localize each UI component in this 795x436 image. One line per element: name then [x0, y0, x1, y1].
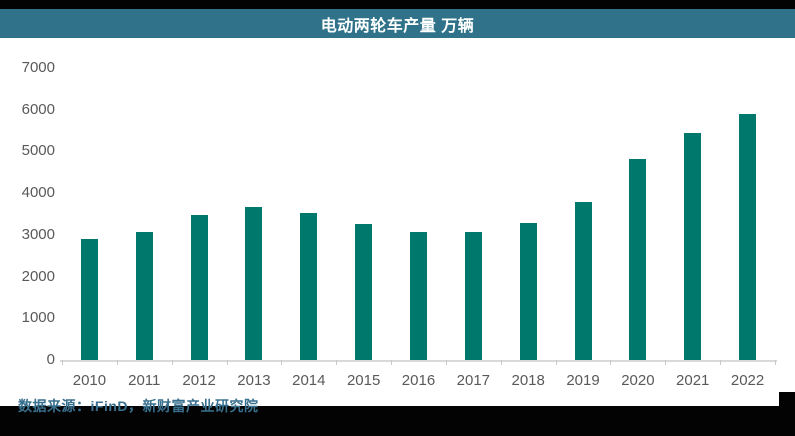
x-axis-tick-mark — [610, 360, 612, 365]
x-axis-label-2020: 2020 — [621, 372, 655, 389]
x-axis-tick-mark — [720, 360, 722, 365]
y-axis: 0 1000 2000 3000 4000 5000 6000 7000 — [0, 59, 55, 368]
x-axis-label-2019: 2019 — [566, 372, 600, 389]
bar-2016 — [410, 231, 427, 360]
chart-title-bar: 电动两轮车产量 万辆 — [0, 9, 795, 38]
bar-2021 — [684, 132, 702, 360]
y-axis-tick-label: 3000 — [21, 225, 55, 243]
x-axis-label-2010: 2010 — [72, 372, 107, 389]
y-axis-tick-label: 5000 — [21, 142, 55, 160]
bar-2015 — [355, 224, 373, 360]
x-axis-label-2011: 2011 — [128, 372, 161, 389]
y-axis-tick-label: 4000 — [21, 184, 55, 202]
x-axis-label-2012: 2012 — [182, 372, 216, 389]
x-axis-label-2015: 2015 — [346, 372, 381, 389]
x-axis-line — [60, 360, 777, 362]
x-axis-tick-mark — [775, 360, 776, 365]
x-axis-tick-mark — [500, 360, 502, 365]
bar-2019 — [574, 202, 592, 360]
x-axis-label-2018: 2018 — [511, 372, 545, 389]
x-axis-tick-mark — [391, 360, 393, 365]
bar-2014 — [300, 212, 318, 360]
x-axis-tick-mark — [171, 360, 173, 365]
x-axis-label-2021: 2021 — [676, 372, 710, 389]
x-axis-label-2013: 2013 — [237, 372, 271, 389]
bar-2011 — [135, 232, 153, 360]
bar-2010 — [80, 239, 98, 360]
x-axis-tick-mark — [226, 360, 228, 365]
x-axis-tick-mark — [665, 360, 667, 365]
bar-2012 — [190, 214, 208, 360]
bar-2020 — [629, 159, 647, 360]
bar-2018 — [519, 223, 537, 360]
x-axis-tick-mark — [445, 360, 447, 365]
top-black-strip — [0, 0, 795, 9]
x-axis-tick-mark — [281, 360, 283, 365]
x-axis-tick-mark — [62, 360, 63, 365]
x-axis-tick-mark — [116, 360, 118, 365]
x-axis-tick-mark — [555, 360, 557, 365]
y-axis-tick-label: 2000 — [21, 267, 55, 285]
y-axis-tick-label: 7000 — [21, 59, 55, 76]
chart-title: 电动两轮车产量 万辆 — [320, 17, 475, 35]
data-source-text: 数据来源：iFinD，新财富产业研究院 — [18, 398, 259, 414]
bar-2022 — [739, 113, 757, 360]
bar-2017 — [464, 231, 482, 360]
y-axis-tick-label: 0 — [46, 351, 55, 368]
bar-2013 — [245, 206, 263, 360]
bottom-right-corner-block — [779, 392, 795, 436]
x-axis-label-2022: 2022 — [730, 372, 765, 389]
x-axis-label-2014: 2014 — [292, 372, 326, 389]
x-axis-tick-mark — [336, 360, 338, 365]
plot-area — [60, 68, 777, 365]
x-axis-labels: 2010 2011 2012 2013 2014 2015 2016 2017 2018 2019… — [62, 372, 775, 392]
x-axis-label-2016: 2016 — [401, 372, 436, 389]
y-axis-tick-label: 6000 — [21, 100, 55, 118]
x-axis-label-2017: 2017 — [456, 372, 491, 389]
footer-black-bar — [0, 406, 795, 436]
y-axis-tick-label: 1000 — [21, 309, 55, 327]
